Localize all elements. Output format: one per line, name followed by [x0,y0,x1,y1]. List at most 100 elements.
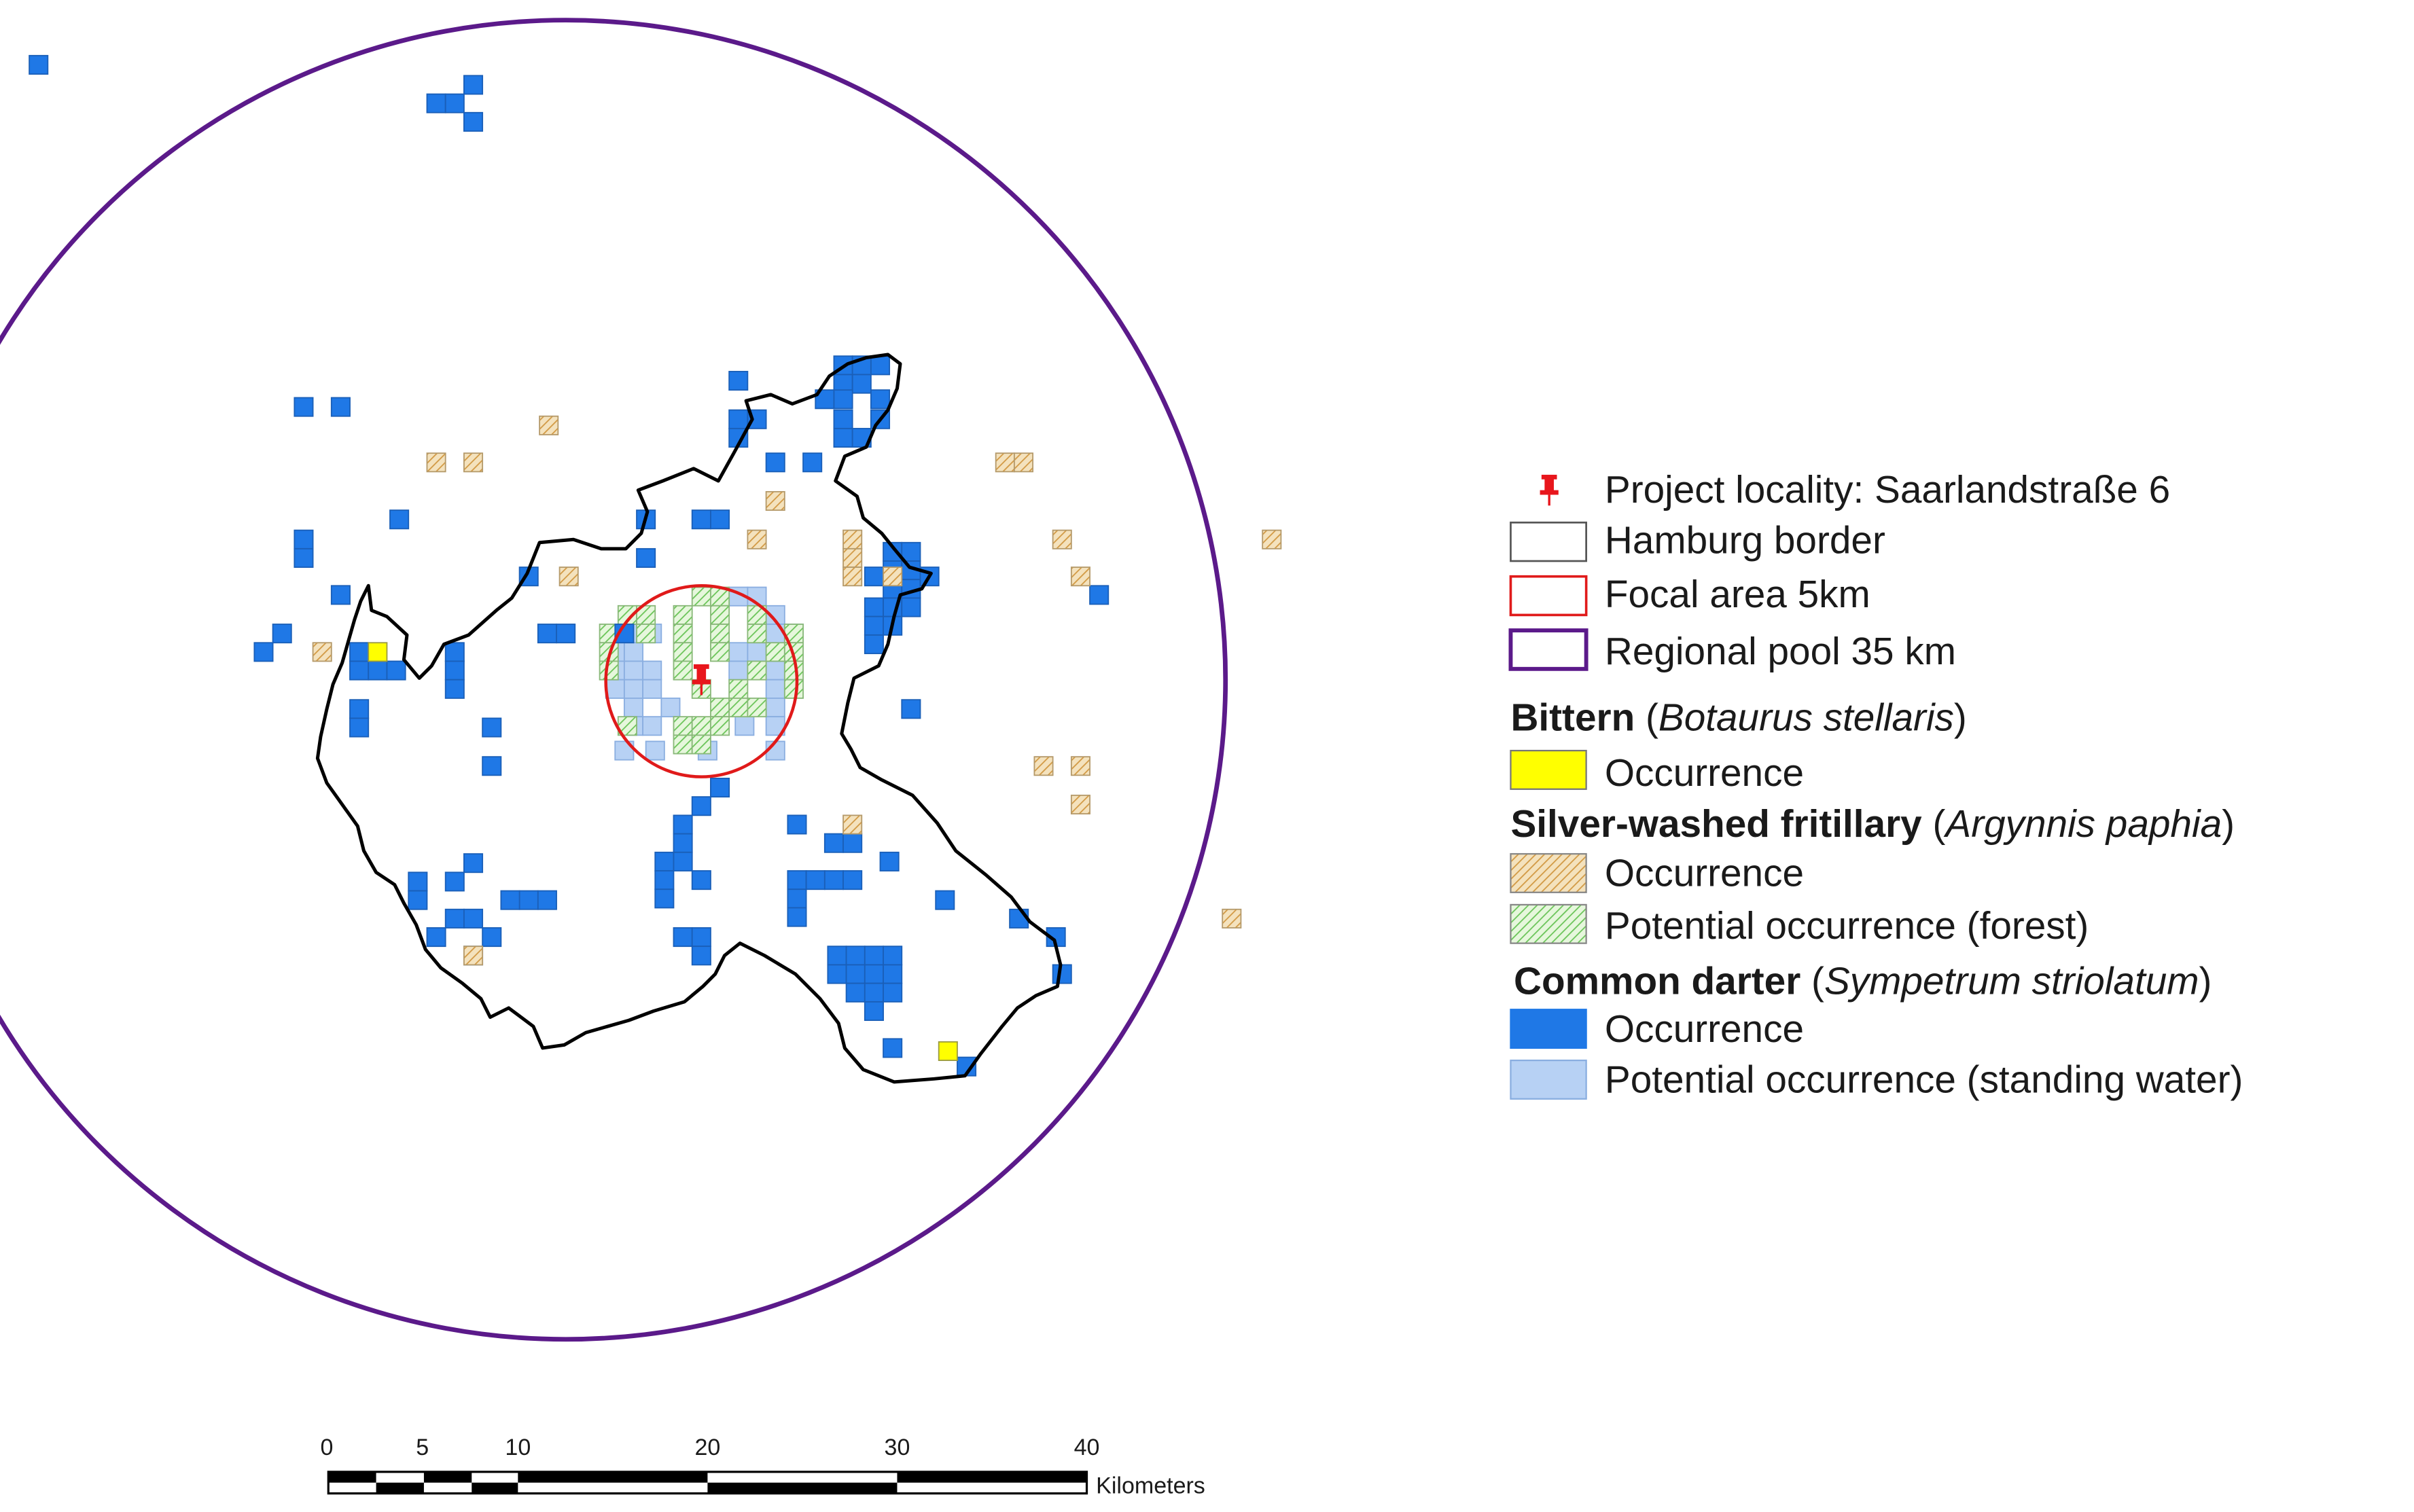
darter-occurrence-cell [879,851,900,871]
darter-occurrence-cell [823,870,844,890]
darter-potential-cell [728,660,749,681]
scale-tick-20: 20 [694,1435,720,1460]
darter-occurrence-cell [253,642,274,662]
darter-occurrence-cell [864,1001,884,1022]
darter-occurrence-cell [864,982,884,1003]
darter-occurrence-cell [482,717,502,738]
fritillary-occurrence-cell [1070,566,1090,587]
fritillary-potential-cell [673,642,693,662]
darter-occurrence-cell [691,509,711,530]
fritillary-potential-cell [783,679,804,699]
fritillary-potential-cell [710,716,730,736]
fritillary-occurrence-cell [842,547,863,568]
fritillary-occurrence-cell [842,566,863,587]
scale-tick-10: 10 [505,1435,531,1460]
darter-occurrence-cell [691,796,711,816]
darter-occurrence-cell [426,93,446,113]
fritillary-occurrence-cell [426,452,446,473]
legend-regional-pool-swatch [1508,628,1588,671]
legend-hamburg-border: Hamburg border [1605,520,1885,562]
darter-occurrence-cell [901,699,921,719]
darter-occurrence-cell [1052,964,1072,984]
darter-occurrence-cell [389,509,410,530]
legend-bittern-occurrence-swatch [1510,749,1587,790]
legend-hamburg-border-swatch [1510,521,1587,562]
darter-occurrence-cell [1089,585,1110,605]
fritillary-potential-cell [747,698,767,718]
fritillary-occurrence-cell [463,946,484,966]
fritillary-occurrence-cell [842,814,863,835]
darter-occurrence-cell [787,888,807,909]
hamburg-border [315,353,1063,1084]
darter-occurrence-cell [330,397,351,417]
fritillary-potential-cell [765,642,785,662]
darter-potential-cell [642,679,662,699]
darter-occurrence-cell [787,870,807,890]
darter-occurrence-cell [386,660,406,681]
fritillary-potential-cell [747,624,767,644]
scale-bar: 0 5 10 20 30 40 Kilometers [321,1435,1205,1499]
darter-occurrence-cell [765,452,785,473]
legend-bittern-heading: Bittern (Botaurus stellaris) [1510,697,1966,740]
fritillary-occurrence-cell [312,642,332,662]
darter-occurrence-cell [864,634,884,655]
fritillary-potential-cell [673,716,693,736]
darter-occurrence-cell [408,871,428,892]
darter-occurrence-cell [556,624,576,644]
fritillary-occurrence-cell [842,529,863,550]
bittern-occurrence-cell [368,642,388,662]
legend-darter-heading: Common darter (Sympetrum striolatum) [1514,960,2212,1003]
legend-focal-area-swatch [1509,575,1588,617]
fritillary-potential-cell [728,679,749,699]
fritillary-common-name: Silver-washed fritillary [1510,803,1922,846]
darter-occurrence-cell [864,615,884,636]
darter-occurrence-cell [636,547,656,568]
darter-occurrence-cells [29,54,1110,1077]
legend-project-locality: Project locality: Saarlandstraße 6 [1605,469,2170,511]
fritillary-occurrence-cell [765,490,785,511]
darter-latin-name: Sympetrum striolatum [1824,960,2199,1003]
darter-occurrence-cell [272,624,292,644]
darter-occurrence-cell [368,660,388,681]
regional-pool-circle [0,18,1228,1342]
fritillary-occurrence-cell [463,452,484,473]
darter-occurrence-cell [500,890,520,910]
darter-occurrence-cell [883,1038,903,1058]
darter-occurrence-cell [349,660,370,681]
darter-potential-cell [765,679,785,699]
darter-occurrence-cell [691,927,711,948]
bittern-latin-name: Botaurus stellaris [1658,697,1954,740]
darter-potential-cell [734,716,755,736]
darter-occurrence-cell [728,409,749,429]
darter-occurrence-cell [864,964,884,984]
legend-darter-occurrence: Occurrence [1605,1008,1804,1051]
darter-potential-cell [765,660,785,681]
fritillary-potential-cell [673,605,693,625]
legend-bittern-occurrence: Occurrence [1605,752,1804,795]
darter-occurrence-cell [537,890,557,910]
darter-occurrence-cell [833,427,853,448]
legend-fritillary-potential-swatch [1510,903,1587,944]
darter-occurrence-cell [827,946,847,966]
darter-occurrence-cell [673,833,693,853]
legend-focal-area: Focal area 5km [1605,573,1870,616]
darter-occurrence-cell [349,642,370,662]
darter-occurrence-cell [845,964,866,984]
legend: Project locality: Saarlandstraße 6 Hambu… [1508,469,2243,1102]
darter-occurrence-cell [463,853,484,874]
darter-occurrence-cell [864,946,884,966]
darter-occurrence-cell [408,890,428,910]
scale-bar-segments [327,1471,1088,1495]
darter-occurrence-cell [870,355,891,376]
darter-occurrence-cell [842,870,863,890]
darter-occurrence-cell [537,624,557,644]
fritillary-occurrence-cell [539,415,559,435]
darter-occurrence-cell [787,907,807,927]
darter-occurrence-cell [691,870,711,890]
darter-potential-cell [765,698,785,718]
darter-occurrence-cell [29,54,49,75]
darter-occurrence-cell [833,409,853,429]
fritillary-occurrence-cell [1033,756,1054,776]
darter-occurrence-cell [691,946,711,966]
